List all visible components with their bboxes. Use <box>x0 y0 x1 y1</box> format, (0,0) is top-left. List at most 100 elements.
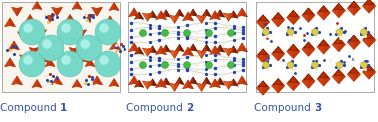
Circle shape <box>336 62 343 68</box>
Polygon shape <box>139 12 144 19</box>
Polygon shape <box>188 9 198 16</box>
Polygon shape <box>148 11 157 18</box>
Polygon shape <box>271 46 285 61</box>
Polygon shape <box>14 41 20 50</box>
Polygon shape <box>169 15 180 23</box>
Polygon shape <box>44 55 48 62</box>
Polygon shape <box>364 65 374 71</box>
Polygon shape <box>317 6 330 20</box>
Polygon shape <box>54 41 59 50</box>
Polygon shape <box>319 72 328 78</box>
Polygon shape <box>89 41 99 50</box>
Circle shape <box>99 56 108 65</box>
Polygon shape <box>180 44 184 52</box>
Polygon shape <box>152 11 157 18</box>
Polygon shape <box>161 46 166 55</box>
Polygon shape <box>110 16 116 25</box>
Polygon shape <box>37 30 46 37</box>
Polygon shape <box>161 11 166 20</box>
Polygon shape <box>188 12 194 21</box>
Polygon shape <box>319 6 328 12</box>
Polygon shape <box>51 76 62 85</box>
Polygon shape <box>196 83 207 92</box>
Polygon shape <box>234 79 238 86</box>
Circle shape <box>99 24 108 33</box>
Polygon shape <box>70 61 75 70</box>
Polygon shape <box>109 78 119 86</box>
Polygon shape <box>161 79 166 88</box>
Polygon shape <box>229 46 238 53</box>
Polygon shape <box>175 15 180 23</box>
Circle shape <box>23 56 33 65</box>
Polygon shape <box>188 77 198 84</box>
Bar <box>256 2 374 92</box>
Polygon shape <box>223 13 234 21</box>
Polygon shape <box>278 79 285 93</box>
Polygon shape <box>196 15 207 23</box>
Circle shape <box>361 62 367 68</box>
Polygon shape <box>32 1 42 10</box>
Text: Compound: Compound <box>254 103 314 113</box>
Polygon shape <box>22 32 26 39</box>
Polygon shape <box>349 67 359 73</box>
Polygon shape <box>91 76 102 85</box>
Polygon shape <box>51 7 62 16</box>
Polygon shape <box>347 35 361 50</box>
Polygon shape <box>97 7 102 16</box>
Circle shape <box>183 30 191 36</box>
Circle shape <box>76 35 102 61</box>
Polygon shape <box>109 2 119 10</box>
Polygon shape <box>256 81 270 95</box>
Polygon shape <box>161 10 171 17</box>
Circle shape <box>139 30 147 36</box>
Polygon shape <box>287 76 300 91</box>
Polygon shape <box>69 47 79 56</box>
Polygon shape <box>308 8 315 22</box>
Polygon shape <box>288 44 298 50</box>
Polygon shape <box>354 67 361 81</box>
Polygon shape <box>79 55 88 62</box>
Polygon shape <box>369 0 376 13</box>
Polygon shape <box>215 79 220 88</box>
Polygon shape <box>273 13 283 19</box>
Polygon shape <box>242 76 248 85</box>
Polygon shape <box>134 80 144 87</box>
Polygon shape <box>175 77 184 85</box>
Text: 2: 2 <box>186 103 193 113</box>
Polygon shape <box>308 42 315 56</box>
Polygon shape <box>161 78 171 85</box>
Polygon shape <box>220 10 225 17</box>
Polygon shape <box>57 76 62 85</box>
Circle shape <box>206 61 212 68</box>
Polygon shape <box>237 43 248 52</box>
Polygon shape <box>288 76 298 82</box>
Polygon shape <box>147 81 153 89</box>
Polygon shape <box>134 47 144 54</box>
Polygon shape <box>77 1 82 10</box>
Polygon shape <box>302 74 315 88</box>
Polygon shape <box>201 83 207 92</box>
Polygon shape <box>82 30 87 37</box>
Polygon shape <box>220 45 225 52</box>
Circle shape <box>336 29 343 35</box>
Polygon shape <box>206 77 211 85</box>
Polygon shape <box>193 9 198 16</box>
Polygon shape <box>263 81 270 95</box>
Polygon shape <box>339 3 345 18</box>
Polygon shape <box>324 72 330 86</box>
Polygon shape <box>220 78 225 85</box>
Polygon shape <box>304 42 313 48</box>
Polygon shape <box>242 43 248 52</box>
Polygon shape <box>84 55 88 62</box>
Text: Compound: Compound <box>126 103 186 113</box>
Polygon shape <box>180 9 184 17</box>
Polygon shape <box>258 49 268 55</box>
Polygon shape <box>228 13 234 21</box>
Polygon shape <box>104 16 116 25</box>
Circle shape <box>23 24 33 33</box>
Polygon shape <box>308 74 315 88</box>
Polygon shape <box>278 13 285 27</box>
Polygon shape <box>201 15 207 23</box>
Polygon shape <box>147 48 153 56</box>
Circle shape <box>95 19 121 45</box>
